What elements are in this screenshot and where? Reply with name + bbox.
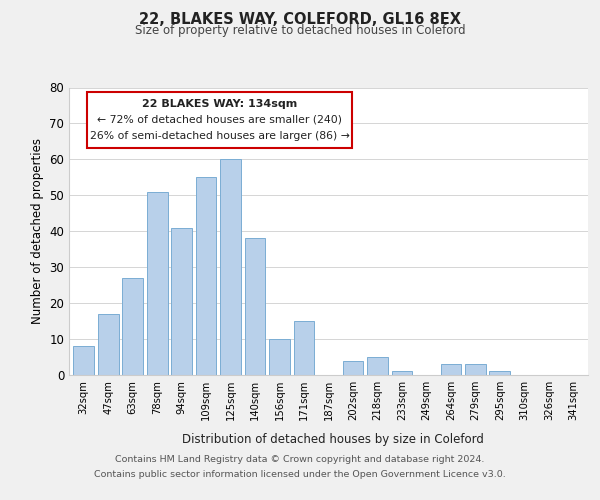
- Bar: [367, 357, 388, 375]
- Text: Contains public sector information licensed under the Open Government Licence v3: Contains public sector information licen…: [94, 470, 506, 479]
- Text: Distribution of detached houses by size in Coleford: Distribution of detached houses by size …: [182, 432, 484, 446]
- Bar: [343, 360, 364, 375]
- Bar: [392, 372, 412, 375]
- Bar: [196, 178, 217, 375]
- FancyBboxPatch shape: [87, 92, 352, 148]
- Text: Contains HM Land Registry data © Crown copyright and database right 2024.: Contains HM Land Registry data © Crown c…: [115, 455, 485, 464]
- Text: 22 BLAKES WAY: 134sqm: 22 BLAKES WAY: 134sqm: [142, 99, 297, 109]
- Bar: [465, 364, 486, 375]
- Text: 22, BLAKES WAY, COLEFORD, GL16 8EX: 22, BLAKES WAY, COLEFORD, GL16 8EX: [139, 12, 461, 28]
- Bar: [269, 339, 290, 375]
- Bar: [122, 278, 143, 375]
- Bar: [147, 192, 167, 375]
- Y-axis label: Number of detached properties: Number of detached properties: [31, 138, 44, 324]
- Text: Size of property relative to detached houses in Coleford: Size of property relative to detached ho…: [134, 24, 466, 37]
- Bar: [245, 238, 265, 375]
- Bar: [73, 346, 94, 375]
- Bar: [293, 321, 314, 375]
- Text: 26% of semi-detached houses are larger (86) →: 26% of semi-detached houses are larger (…: [89, 131, 349, 141]
- Bar: [440, 364, 461, 375]
- Text: ← 72% of detached houses are smaller (240): ← 72% of detached houses are smaller (24…: [97, 115, 342, 125]
- Bar: [490, 372, 510, 375]
- Bar: [220, 160, 241, 375]
- Bar: [171, 228, 192, 375]
- Bar: [98, 314, 119, 375]
